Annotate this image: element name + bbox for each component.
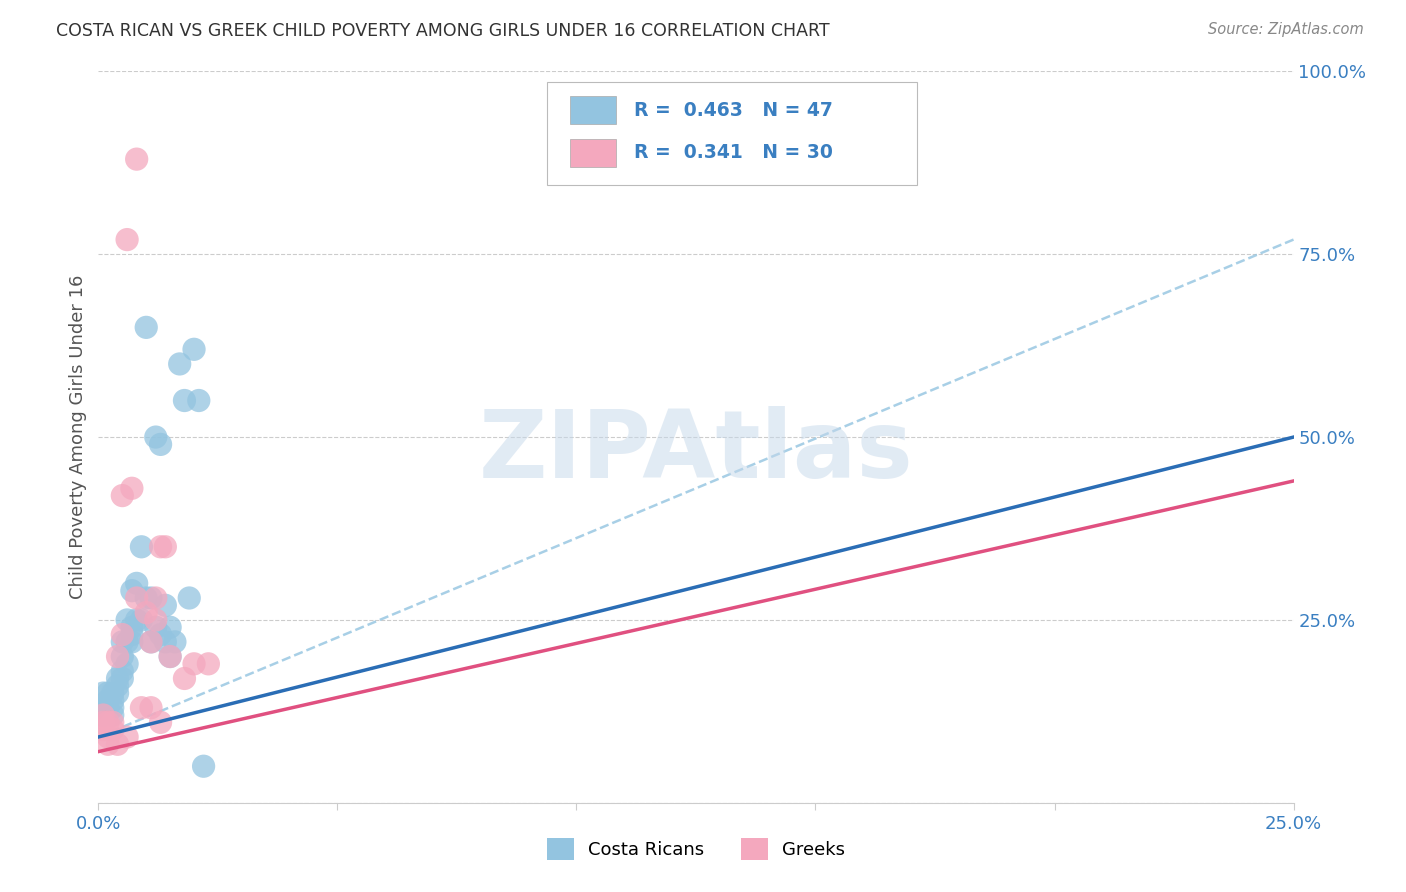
Point xyxy=(101,700,124,714)
Point xyxy=(179,591,201,605)
Text: Source: ZipAtlas.com: Source: ZipAtlas.com xyxy=(1208,22,1364,37)
Point xyxy=(101,715,124,730)
Point xyxy=(111,664,134,678)
FancyBboxPatch shape xyxy=(547,82,917,185)
Point xyxy=(111,635,134,649)
Point xyxy=(145,591,167,605)
Point xyxy=(197,657,219,671)
Text: ZIPAtlas: ZIPAtlas xyxy=(478,406,914,498)
Point xyxy=(187,393,209,408)
Point xyxy=(173,672,195,686)
Text: R =  0.341   N = 30: R = 0.341 N = 30 xyxy=(634,144,832,162)
Point xyxy=(97,737,120,751)
Text: COSTA RICAN VS GREEK CHILD POVERTY AMONG GIRLS UNDER 16 CORRELATION CHART: COSTA RICAN VS GREEK CHILD POVERTY AMONG… xyxy=(56,22,830,40)
Point xyxy=(115,635,138,649)
Point xyxy=(139,700,162,714)
Point xyxy=(97,700,120,714)
Point xyxy=(155,540,177,554)
Point xyxy=(193,759,215,773)
Point xyxy=(107,737,129,751)
Point xyxy=(145,430,167,444)
Point xyxy=(91,700,114,714)
Point xyxy=(107,649,129,664)
Point xyxy=(125,591,148,605)
Point xyxy=(135,320,157,334)
Point xyxy=(139,591,162,605)
Point xyxy=(183,657,205,671)
FancyBboxPatch shape xyxy=(571,96,616,124)
Point xyxy=(121,627,143,641)
Point xyxy=(155,635,177,649)
Point xyxy=(135,606,157,620)
Point xyxy=(159,649,181,664)
Point xyxy=(139,635,162,649)
Point xyxy=(169,357,191,371)
Point xyxy=(149,715,172,730)
Point xyxy=(97,693,120,707)
Y-axis label: Child Poverty Among Girls Under 16: Child Poverty Among Girls Under 16 xyxy=(69,275,87,599)
Point xyxy=(115,613,138,627)
Point xyxy=(121,620,143,634)
Point xyxy=(111,627,134,641)
Point xyxy=(107,672,129,686)
Point xyxy=(125,152,148,166)
Point xyxy=(101,693,124,707)
Point xyxy=(101,723,124,737)
FancyBboxPatch shape xyxy=(571,139,616,167)
Point xyxy=(121,583,143,598)
Point xyxy=(91,708,114,723)
Point xyxy=(159,620,181,634)
Point xyxy=(91,686,114,700)
Point xyxy=(135,591,157,605)
Legend: Costa Ricans, Greeks: Costa Ricans, Greeks xyxy=(540,830,852,867)
Point xyxy=(149,437,172,451)
Point xyxy=(145,613,167,627)
Point xyxy=(101,708,124,723)
Point xyxy=(121,481,143,495)
Point xyxy=(107,679,129,693)
Point xyxy=(97,686,120,700)
Point xyxy=(145,620,167,634)
Point xyxy=(149,540,172,554)
Point xyxy=(91,715,114,730)
Point xyxy=(91,723,114,737)
Point xyxy=(173,393,195,408)
Point xyxy=(111,489,134,503)
Point xyxy=(149,627,172,641)
Point xyxy=(131,700,153,714)
Point xyxy=(121,635,143,649)
Point xyxy=(139,635,162,649)
Point xyxy=(111,649,134,664)
Point xyxy=(125,613,148,627)
Point xyxy=(163,635,186,649)
Point xyxy=(91,708,114,723)
Point xyxy=(107,686,129,700)
Point xyxy=(131,613,153,627)
Point xyxy=(101,686,124,700)
Point xyxy=(115,730,138,744)
Point xyxy=(97,730,120,744)
Point xyxy=(97,715,120,730)
Point xyxy=(125,576,148,591)
Point xyxy=(131,540,153,554)
Point xyxy=(155,599,177,613)
Point xyxy=(115,233,138,247)
Point xyxy=(111,672,134,686)
Text: R =  0.463   N = 47: R = 0.463 N = 47 xyxy=(634,101,832,120)
Point xyxy=(183,343,205,357)
Point xyxy=(115,657,138,671)
Point xyxy=(159,649,181,664)
